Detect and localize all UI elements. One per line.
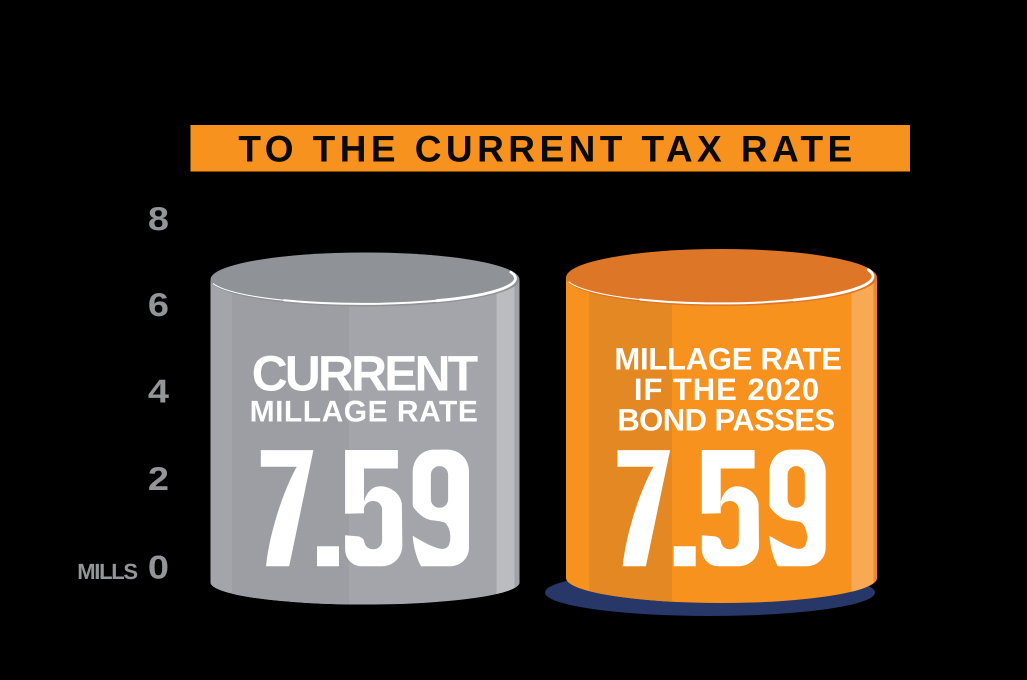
svg-text:2: 2 — [148, 460, 169, 497]
svg-text:BOND PASSES: BOND PASSES — [617, 402, 834, 437]
svg-text:6: 6 — [148, 286, 169, 323]
svg-text:0: 0 — [148, 549, 169, 586]
svg-text:4: 4 — [148, 373, 170, 410]
svg-text:TO THE CURRENT TAX RATE: TO THE CURRENT TAX RATE — [238, 128, 856, 169]
svg-text:IF THE 2020: IF THE 2020 — [634, 372, 820, 407]
svg-text:MILLAGE RATE: MILLAGE RATE — [250, 395, 479, 428]
svg-text:CURRENT: CURRENT — [252, 346, 478, 402]
svg-text:MILLAGE RATE: MILLAGE RATE — [614, 342, 841, 377]
svg-text:8: 8 — [148, 200, 169, 237]
svg-text:MILLS: MILLS — [77, 559, 137, 584]
